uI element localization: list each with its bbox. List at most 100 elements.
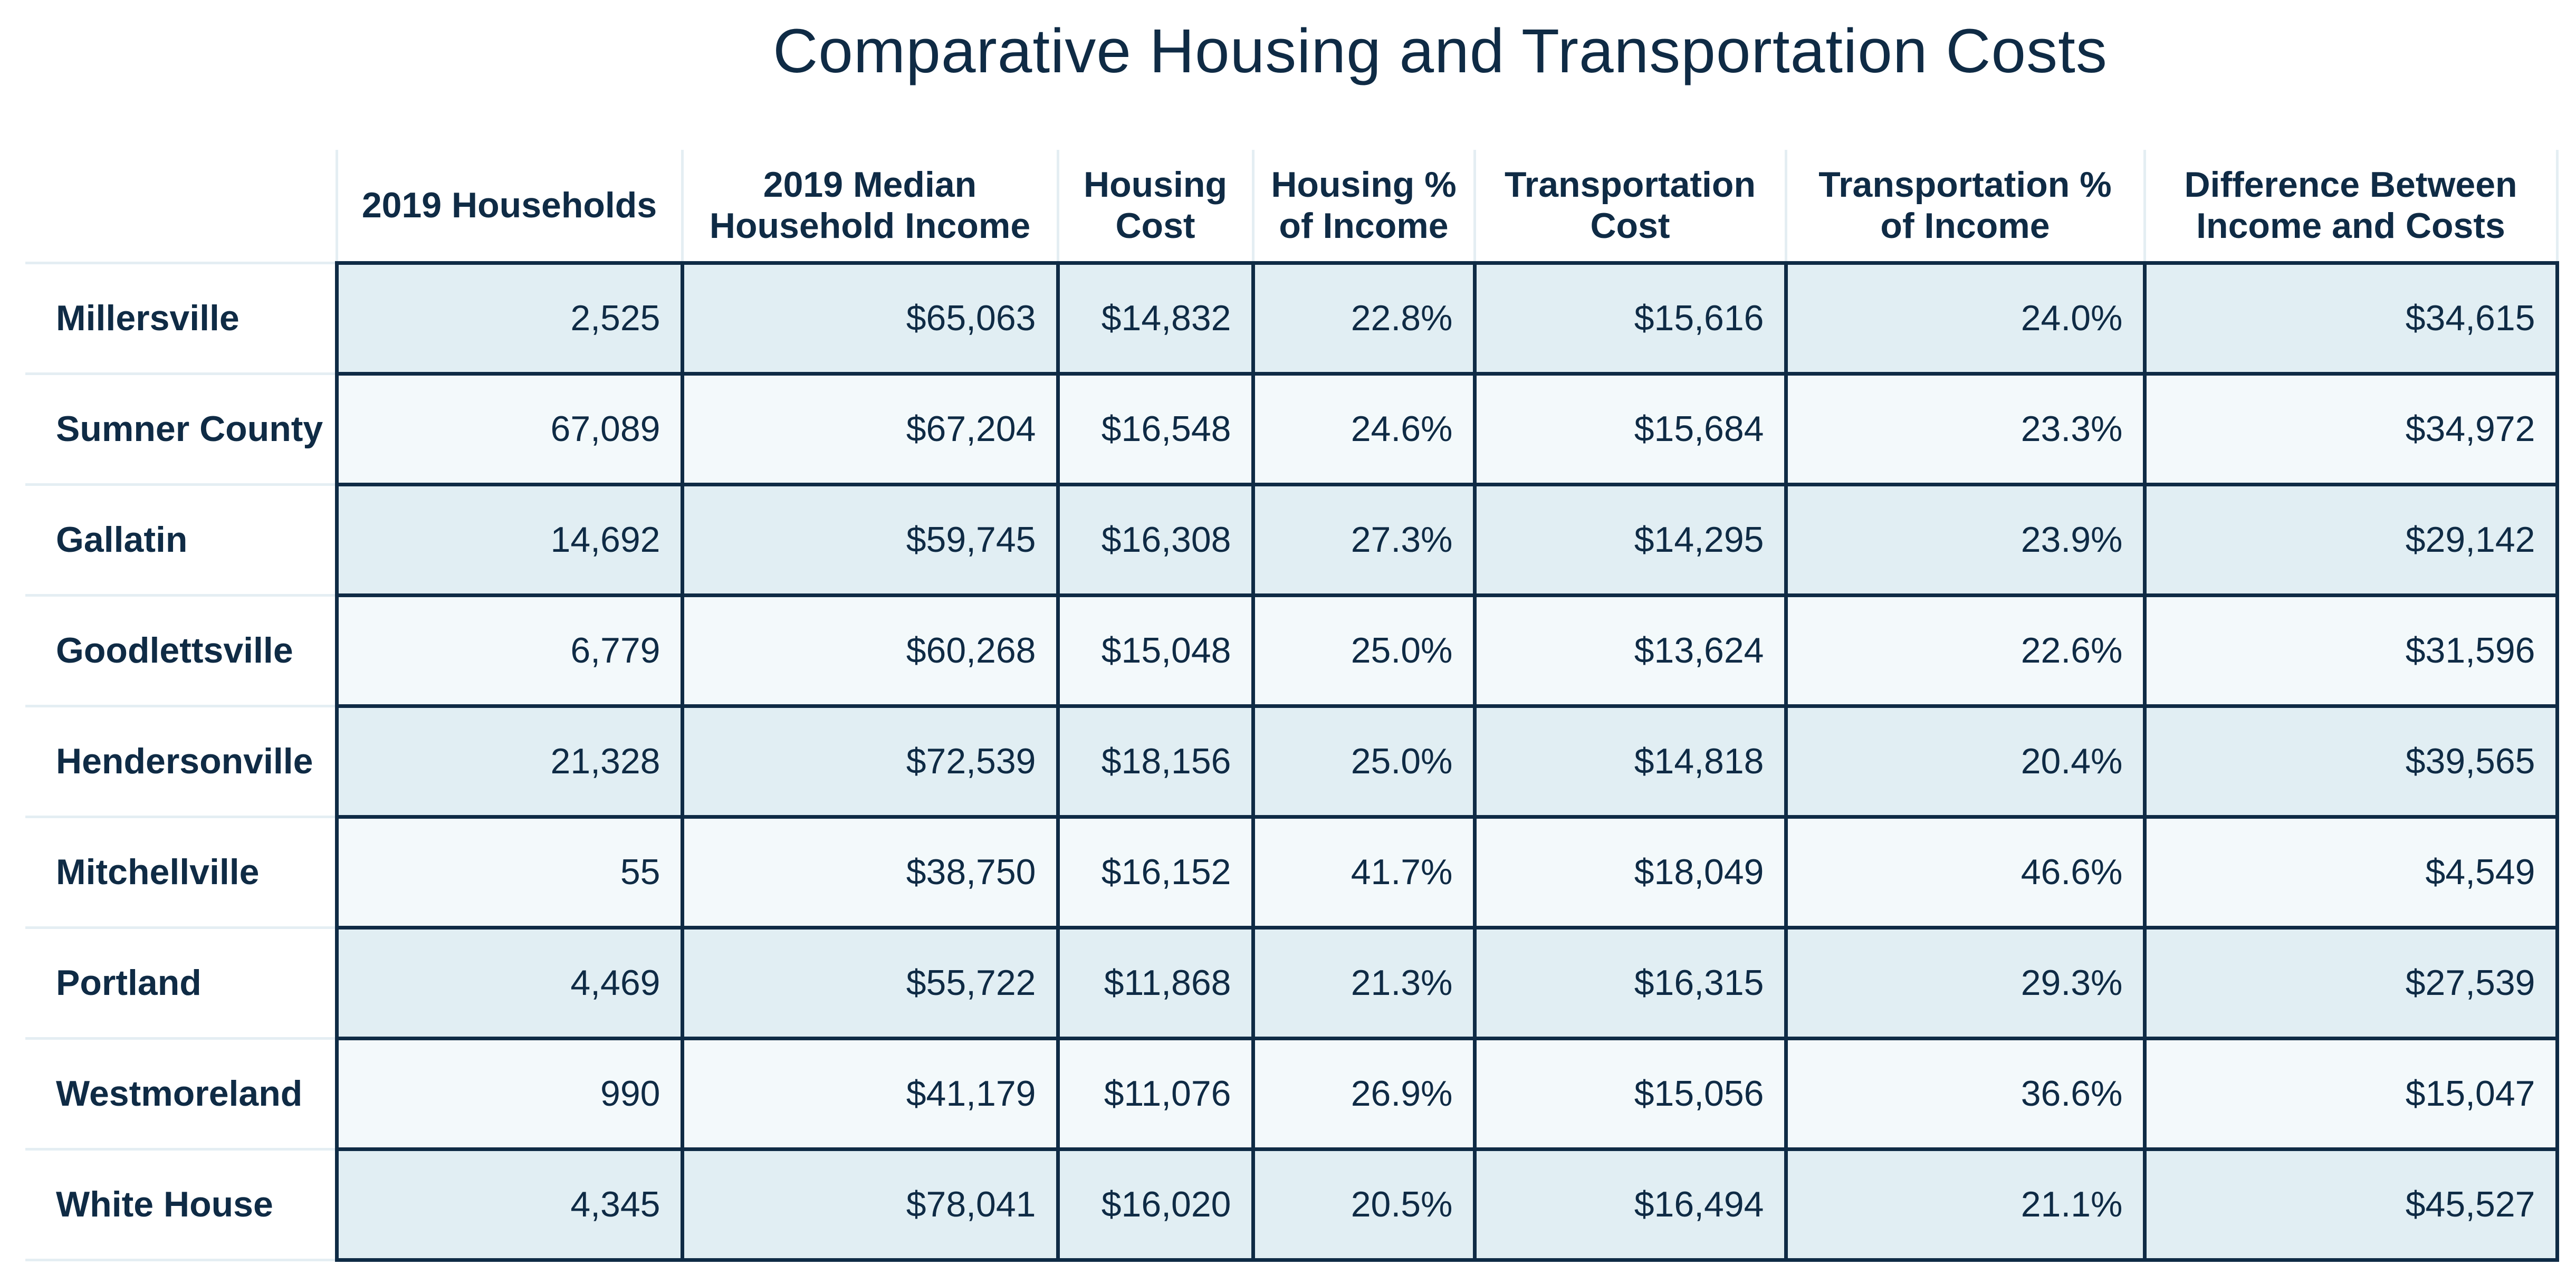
- table-cell: 20.4%: [1784, 704, 2147, 819]
- column-header-text: of Income: [1279, 206, 1449, 246]
- table-row: Goodlettsville 6,779 $60,268 $15,048 25.0% $1…: [25, 593, 2559, 708]
- row-label: Gallatin: [25, 483, 339, 597]
- column-header-text: Cost: [1115, 206, 1195, 246]
- page-title: Comparative Housing and Transportation C…: [773, 16, 2108, 86]
- table-cell: 25.0%: [1251, 704, 1477, 819]
- table-cell: 990: [334, 1036, 684, 1151]
- table-cell: $14,818: [1472, 704, 1788, 819]
- row-label: White House: [25, 1147, 339, 1261]
- table-cell: 46.6%: [1784, 815, 2147, 930]
- table-cell: 23.3%: [1784, 371, 2147, 486]
- table-body: Millersville 2,525 $65,063 $14,832 22.8% $15,…: [25, 261, 2559, 1262]
- table-cell: $55,722: [680, 925, 1060, 1040]
- table-cell: $16,548: [1056, 371, 1255, 486]
- header-corner-cell: [25, 150, 337, 264]
- table-cell: 67,089: [334, 371, 684, 486]
- column-header-text: Cost: [1590, 206, 1670, 246]
- table-cell: 55: [334, 815, 684, 930]
- row-label: Portland: [25, 926, 339, 1040]
- column-header-text: Difference Between: [2184, 165, 2517, 205]
- column-header-text: Income and Costs: [2196, 206, 2505, 246]
- table-cell: $16,494: [1472, 1147, 1788, 1262]
- table-row: Hendersonville 21,328 $72,539 $18,156 25.0% $…: [25, 704, 2559, 819]
- column-header-text: Transportation: [1504, 165, 1756, 205]
- table-cell: 6,779: [334, 593, 684, 708]
- column-header-text: 2019 Households: [361, 185, 657, 226]
- row-label: Hendersonville: [25, 704, 339, 818]
- column-header-text: Housing %: [1271, 165, 1457, 205]
- table-cell: 21.3%: [1251, 925, 1477, 1040]
- row-label: Westmoreland: [25, 1037, 339, 1151]
- table-cell: 20.5%: [1251, 1147, 1477, 1262]
- table-cell: 22.8%: [1251, 261, 1477, 376]
- table-row: Mitchellville 55 $38,750 $16,152 41.7% $18,04…: [25, 815, 2559, 930]
- table-row: Portland 4,469 $55,722 $11,868 21.3% $16,315 2…: [25, 925, 2559, 1040]
- table-cell: $4,549: [2142, 815, 2559, 930]
- column-header: Difference Between Income and Costs: [2143, 150, 2559, 264]
- row-label: Millersville: [25, 261, 339, 375]
- row-label: Sumner County: [25, 372, 339, 486]
- table-cell: 4,469: [334, 925, 684, 1040]
- table-row: White House 4,345 $78,041 $16,020 20.5% $16,4…: [25, 1147, 2559, 1262]
- table-cell: 41.7%: [1251, 815, 1477, 930]
- table-row: Gallatin 14,692 $59,745 $16,308 27.3% $14,295…: [25, 482, 2559, 597]
- table-cell: 29.3%: [1784, 925, 2147, 1040]
- table-cell: 22.6%: [1784, 593, 2147, 708]
- column-header-text: 2019 Median: [763, 165, 977, 205]
- column-header: 2019 Median Household Income: [681, 150, 1059, 264]
- column-header: Housing Cost: [1056, 150, 1255, 264]
- table-cell: 14,692: [334, 482, 684, 597]
- row-label: Mitchellville: [25, 815, 339, 929]
- table-cell: $45,527: [2142, 1147, 2559, 1262]
- table-cell: $16,308: [1056, 482, 1255, 597]
- table-cell: $59,745: [680, 482, 1060, 597]
- table-cell: 27.3%: [1251, 482, 1477, 597]
- table-cell: $15,048: [1056, 593, 1255, 708]
- table-cell: $15,056: [1472, 1036, 1788, 1151]
- table-cell: $67,204: [680, 371, 1060, 486]
- column-header: 2019 Households: [335, 150, 684, 264]
- row-label: Goodlettsville: [25, 593, 339, 707]
- table-cell: $14,832: [1056, 261, 1255, 376]
- table-cell: $11,076: [1056, 1036, 1255, 1151]
- column-header-text: of Income: [1880, 206, 2050, 246]
- table-cell: 26.9%: [1251, 1036, 1477, 1151]
- table-header: 2019 Households 2019 Median Household Inco…: [25, 150, 2559, 264]
- table-cell: $34,615: [2142, 261, 2559, 376]
- table-cell: 24.6%: [1251, 371, 1477, 486]
- table-cell: $31,596: [2142, 593, 2559, 708]
- table-cell: $60,268: [680, 593, 1060, 708]
- table-cell: $18,049: [1472, 815, 1788, 930]
- table-cell: 24.0%: [1784, 261, 2147, 376]
- table-cell: $41,179: [680, 1036, 1060, 1151]
- column-header: Transportation Cost: [1473, 150, 1787, 264]
- table-row: Millersville 2,525 $65,063 $14,832 22.8% $15,…: [25, 261, 2559, 376]
- header-row: 2019 Households 2019 Median Household Inco…: [25, 150, 2559, 264]
- table-cell: $14,295: [1472, 482, 1788, 597]
- column-header: Housing % of Income: [1251, 150, 1476, 264]
- cost-table: 2019 Households 2019 Median Household Inco…: [25, 150, 2559, 1262]
- table-cell: $13,624: [1472, 593, 1788, 708]
- table-cell: $72,539: [680, 704, 1060, 819]
- table-cell: $78,041: [680, 1147, 1060, 1262]
- column-header-text: Housing: [1084, 165, 1227, 205]
- table-cell: 25.0%: [1251, 593, 1477, 708]
- table-cell: 4,345: [334, 1147, 684, 1262]
- table-cell: 21.1%: [1784, 1147, 2147, 1262]
- table-cell: 36.6%: [1784, 1036, 2147, 1151]
- table-cell: $16,315: [1472, 925, 1788, 1040]
- table-cell: $38,750: [680, 815, 1060, 930]
- table-cell: $39,565: [2142, 704, 2559, 819]
- table-cell: $16,020: [1056, 1147, 1255, 1262]
- table-cell: $11,868: [1056, 925, 1255, 1040]
- table-cell: $15,047: [2142, 1036, 2559, 1151]
- column-header: Transportation % of Income: [1784, 150, 2146, 264]
- table-cell: $15,616: [1472, 261, 1788, 376]
- table-cell: $15,684: [1472, 371, 1788, 486]
- table-cell: $34,972: [2142, 371, 2559, 486]
- table-cell: 23.9%: [1784, 482, 2147, 597]
- table-row: Westmoreland 990 $41,179 $11,076 26.9% $15,05…: [25, 1036, 2559, 1151]
- column-header-text: Transportation %: [1818, 165, 2112, 205]
- table-cell: 21,328: [334, 704, 684, 819]
- table-cell: $27,539: [2142, 925, 2559, 1040]
